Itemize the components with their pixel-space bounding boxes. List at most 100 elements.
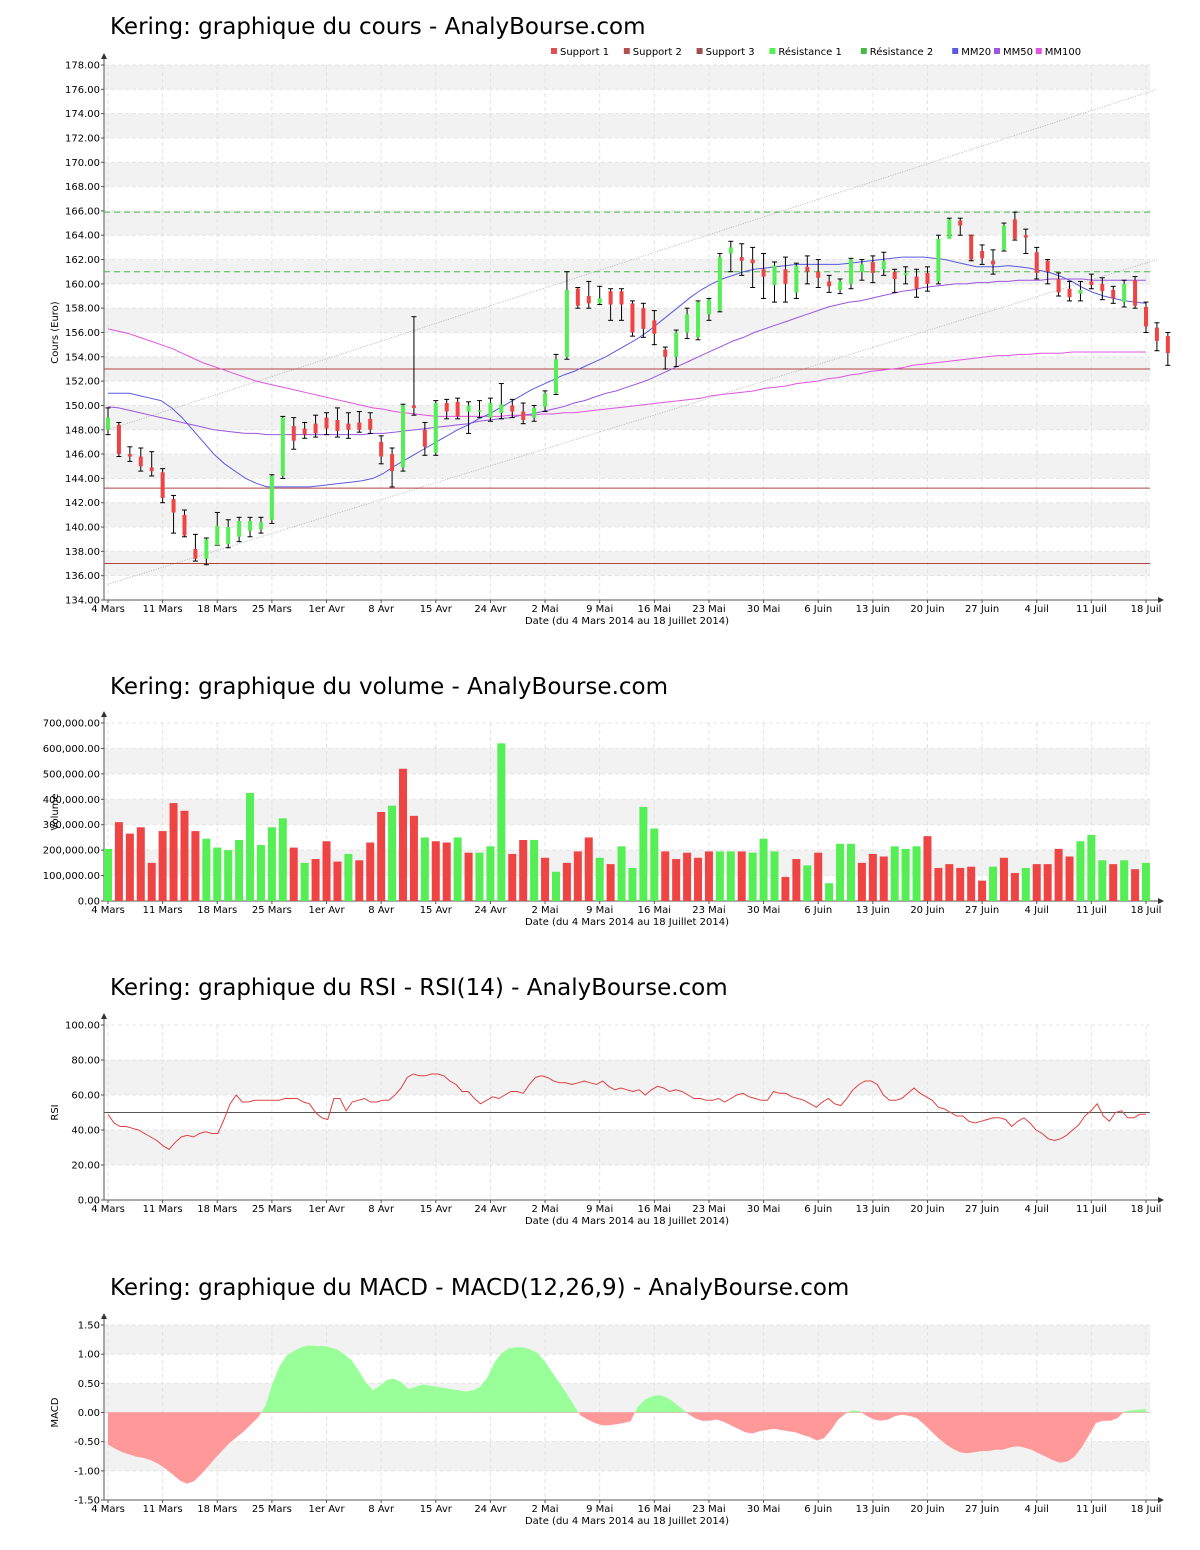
rsi-xtick-label: 11 Mars <box>143 1204 183 1215</box>
mm20-line <box>108 256 1147 488</box>
candle-body <box>958 220 963 226</box>
price-xtick-label: 4 Juil <box>1025 604 1049 615</box>
volume-bar <box>595 857 604 901</box>
volume-bar <box>420 837 429 901</box>
volume-bar <box>639 806 648 901</box>
candle-body <box>575 288 580 306</box>
rsi-xtick-label: 2 Mai <box>532 1204 559 1215</box>
volume-bar <box>224 850 233 901</box>
volume-bar <box>541 857 550 901</box>
macd-y-arrow <box>101 1313 107 1319</box>
rsi-title: Kering: graphique du RSI - RSI(14) - Ana… <box>110 975 728 1001</box>
rsi-xlabel: Date (du 4 Mars 2014 au 18 Juillet 2014) <box>525 1216 729 1227</box>
legend-swatch <box>994 48 1000 54</box>
volume-bar <box>1098 860 1107 901</box>
price-xtick-label: 4 Mars <box>91 604 125 615</box>
volume-xtick-label: 16 Mai <box>638 905 671 916</box>
price-ytick-label: 160.00 <box>65 279 100 290</box>
volume-bar <box>781 876 790 901</box>
volume-ytick-label: 200,000.00 <box>43 846 100 857</box>
macd-xtick-label: 18 Juil <box>1131 1504 1162 1515</box>
volume-xtick-label: 4 Mars <box>91 905 125 916</box>
price-chart: Kering: graphique du cours - AnalyBourse… <box>50 14 1171 627</box>
legend-swatch <box>551 48 557 54</box>
volume-y-arrow <box>101 711 107 717</box>
candle-body <box>685 314 690 333</box>
candle-body <box>248 520 253 531</box>
candle-body <box>870 261 875 273</box>
volume-bar <box>158 831 167 901</box>
volume-xtick-label: 11 Mars <box>143 905 183 916</box>
macd-band <box>104 1383 1150 1413</box>
volume-xtick-label: 1er Avr <box>308 905 345 916</box>
candle-body <box>892 271 897 279</box>
legend-label: MM100 <box>1045 47 1081 58</box>
rsi-xtick-label: 27 Juin <box>965 1204 999 1215</box>
price-xtick-label: 1er Avr <box>308 604 345 615</box>
rsi-band <box>104 1060 1150 1095</box>
volume-bar <box>344 853 353 901</box>
candle-body <box>466 405 471 412</box>
candle-body <box>597 298 602 304</box>
volume-bar <box>1087 834 1096 901</box>
legend-label: Support 1 <box>560 47 609 58</box>
macd-xlabel: Date (du 4 Mars 2014 au 18 Juillet 2014) <box>525 1516 729 1527</box>
price-band <box>104 405 1150 430</box>
volume-bar <box>967 866 976 901</box>
volume-band <box>104 748 1150 774</box>
volume-ytick-label: 600,000.00 <box>43 744 100 755</box>
volume-bar <box>901 848 910 901</box>
volume-xtick-label: 9 Mai <box>586 905 613 916</box>
volume-xtick-label: 23 Mai <box>692 905 725 916</box>
candle-body <box>455 401 460 417</box>
volume-bar <box>868 853 877 901</box>
mm100-line <box>107 328 1146 417</box>
price-band <box>104 162 1150 187</box>
price-ytick-label: 148.00 <box>65 425 100 436</box>
volume-bar <box>355 860 364 901</box>
candle-body <box>433 403 438 453</box>
volume-bar <box>879 856 888 901</box>
price-xtick-label: 27 Juin <box>965 604 999 615</box>
price-ytick-label: 152.00 <box>65 377 100 388</box>
volume-bar <box>650 828 659 901</box>
macd-xtick-label: 23 Mai <box>692 1504 725 1515</box>
price-xtick-label: 25 Mars <box>252 604 292 615</box>
candle-body <box>608 291 613 305</box>
legend-label: Résistance 1 <box>778 46 841 58</box>
rsi-xtick-label: 30 Mai <box>747 1204 780 1215</box>
price-xtick-label: 30 Mai <box>747 604 780 615</box>
rsi-xtick-label: 25 Mars <box>252 1204 292 1215</box>
volume-bar <box>289 847 298 901</box>
volume-bar <box>486 846 495 901</box>
price-x-arrow <box>1158 597 1164 603</box>
volume-xtick-label: 24 Avr <box>474 905 507 916</box>
volume-bar <box>792 859 801 901</box>
volume-bar <box>246 792 255 901</box>
rsi-xtick-label: 6 Juin <box>804 1204 832 1215</box>
macd-xtick-label: 9 Mai <box>586 1504 613 1515</box>
candle-body <box>903 272 908 276</box>
price-xtick-label: 16 Mai <box>638 604 671 615</box>
volume-bar <box>814 852 823 901</box>
price-xlabel: Date (du 4 Mars 2014 au 18 Juillet 2014) <box>525 616 729 627</box>
volume-bar <box>704 851 713 901</box>
candle-body <box>138 456 143 467</box>
candle-body <box>357 422 362 430</box>
candle-body <box>564 289 569 357</box>
volume-xtick-label: 18 Juil <box>1131 905 1162 916</box>
candle-body <box>848 259 853 284</box>
volume-bar <box>1131 869 1140 901</box>
price-ytick-label: 158.00 <box>65 304 100 315</box>
macd-xtick-label: 15 Avr <box>420 1504 453 1515</box>
volume-ytick-label: 400,000.00 <box>43 795 100 806</box>
price-band <box>104 454 1150 479</box>
price-band <box>104 502 1150 528</box>
rsi-xtick-label: 18 Mars <box>197 1204 237 1215</box>
candle-body <box>1089 281 1094 286</box>
volume-bar <box>464 852 473 901</box>
candle-body <box>116 424 121 455</box>
candle-body <box>171 499 176 513</box>
price-ytick-label: 176.00 <box>65 85 100 96</box>
volume-bar <box>431 841 440 901</box>
